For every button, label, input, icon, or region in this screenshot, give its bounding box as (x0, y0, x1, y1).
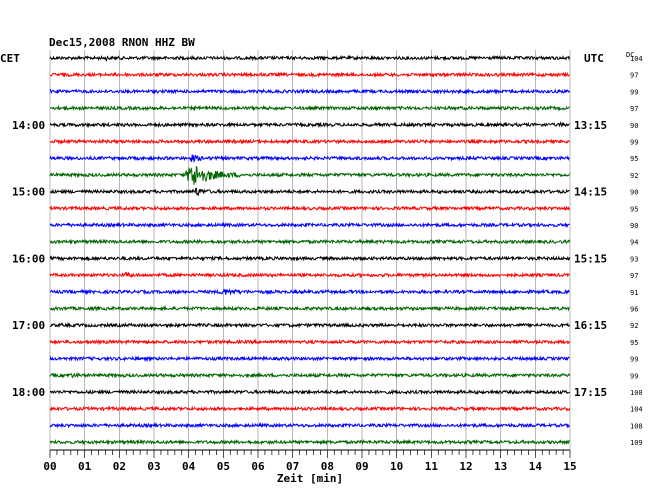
right-zone-label: UTC (584, 52, 604, 65)
trace-row-14 (49, 288, 570, 296)
right-time-label: 15:15 (574, 252, 607, 265)
x-axis-label: Zeit [min] (277, 472, 343, 485)
dc-value-row-23: 109 (630, 439, 643, 447)
left-time-labels: 14:00 15:00 16:00 17:00 18:00 (12, 119, 45, 399)
trace-row-16 (49, 321, 570, 329)
dc-value-row-21: 104 (630, 406, 643, 414)
left-time-label: 18:00 (12, 386, 45, 399)
trace-row-19 (49, 371, 571, 379)
right-time-label: 14:15 (574, 186, 607, 199)
x-tick-label-13: 13 (494, 460, 507, 473)
left-time-label: 14:00 (12, 119, 45, 132)
dc-value-row-5: 99 (630, 139, 638, 147)
dc-value-row-4: 90 (630, 122, 638, 130)
dc-value-row-15: 96 (630, 306, 638, 314)
chart-title: Dec15,2008 RNON HHZ BW (49, 36, 195, 49)
dc-column-header: DC (626, 51, 634, 59)
x-tick-label-12: 12 (459, 460, 472, 473)
dc-value-row-7: 92 (630, 172, 638, 180)
left-zone-label: CET (0, 52, 20, 65)
trace-row-8 (49, 187, 570, 197)
dc-value-row-19: 99 (630, 372, 638, 380)
dc-value-row-22: 108 (630, 422, 643, 430)
dc-value-row-1: 97 (630, 72, 638, 80)
trace-group (49, 54, 571, 446)
trace-row-10 (49, 221, 570, 229)
trace-row-6 (49, 154, 570, 163)
trace-row-23 (49, 438, 570, 446)
dc-value-row-14: 91 (630, 289, 638, 297)
trace-row-21 (49, 405, 571, 412)
left-time-label: 17:00 (12, 319, 45, 332)
x-tick-label-06: 06 (251, 460, 265, 473)
trace-row-0 (49, 54, 571, 62)
trace-row-20 (49, 388, 570, 396)
dc-value-row-2: 99 (630, 88, 638, 96)
trace-row-12 (49, 254, 571, 262)
trace-row-22 (49, 421, 570, 429)
x-tick-label-09: 09 (355, 460, 368, 473)
trace-row-1 (49, 71, 570, 79)
dc-value-row-6: 95 (630, 155, 638, 163)
right-time-label: 16:15 (574, 319, 607, 332)
trace-row-13 (49, 271, 570, 279)
right-time-label: 13:15 (574, 119, 607, 132)
dc-value-row-18: 99 (630, 356, 638, 364)
dc-value-row-12: 93 (630, 255, 638, 263)
x-tick-label-05: 05 (217, 460, 230, 473)
trace-row-7 (49, 165, 571, 185)
x-tick-label-10: 10 (390, 460, 403, 473)
left-time-label: 15:00 (12, 186, 45, 199)
trace-row-11 (49, 238, 571, 246)
dc-value-row-8: 90 (630, 189, 638, 197)
dc-value-row-3: 97 (630, 105, 638, 113)
x-tick-label-00: 00 (43, 460, 56, 473)
x-axis: 00 01 02 03 04 05 06 07 08 09 10 11 12 13 14 15 (43, 449, 577, 473)
dc-values: 104 97 99 97 90 99 95 92 90 95 90 94 93 97 91 96 92 95 99 9… (630, 55, 643, 447)
trace-row-18 (49, 355, 570, 363)
right-time-label: 17:15 (574, 386, 607, 399)
left-time-label: 16:00 (12, 252, 45, 265)
trace-row-17 (49, 338, 571, 346)
minute-grid (49, 50, 571, 450)
x-tick-label-11: 11 (425, 460, 439, 473)
dc-value-row-17: 95 (630, 339, 638, 347)
dc-value-row-13: 97 (630, 272, 638, 280)
x-tick-label-08: 08 (321, 460, 334, 473)
trace-row-15 (49, 305, 570, 312)
trace-row-4 (49, 121, 570, 129)
x-tick-label-14: 14 (529, 460, 543, 473)
x-tick-label-01: 01 (78, 460, 92, 473)
dc-value-row-11: 94 (630, 239, 638, 247)
dc-value-row-10: 90 (630, 222, 638, 230)
x-tick-label-02: 02 (113, 460, 126, 473)
right-time-labels: 13:15 14:15 15:15 16:15 17:15 (574, 119, 607, 399)
x-tick-label-15: 15 (563, 460, 576, 473)
trace-row-3 (49, 104, 570, 112)
trace-row-9 (49, 204, 571, 212)
x-tick-label-07: 07 (286, 460, 299, 473)
x-tick-label-04: 04 (182, 460, 196, 473)
dc-value-row-20: 100 (630, 389, 643, 397)
dc-value-row-9: 95 (630, 205, 638, 213)
dc-value-row-16: 92 (630, 322, 638, 330)
x-tick-label-03: 03 (147, 460, 160, 473)
trace-row-5 (49, 138, 570, 145)
trace-row-2 (49, 88, 571, 95)
dc-value-row-0: 104 (630, 55, 643, 63)
